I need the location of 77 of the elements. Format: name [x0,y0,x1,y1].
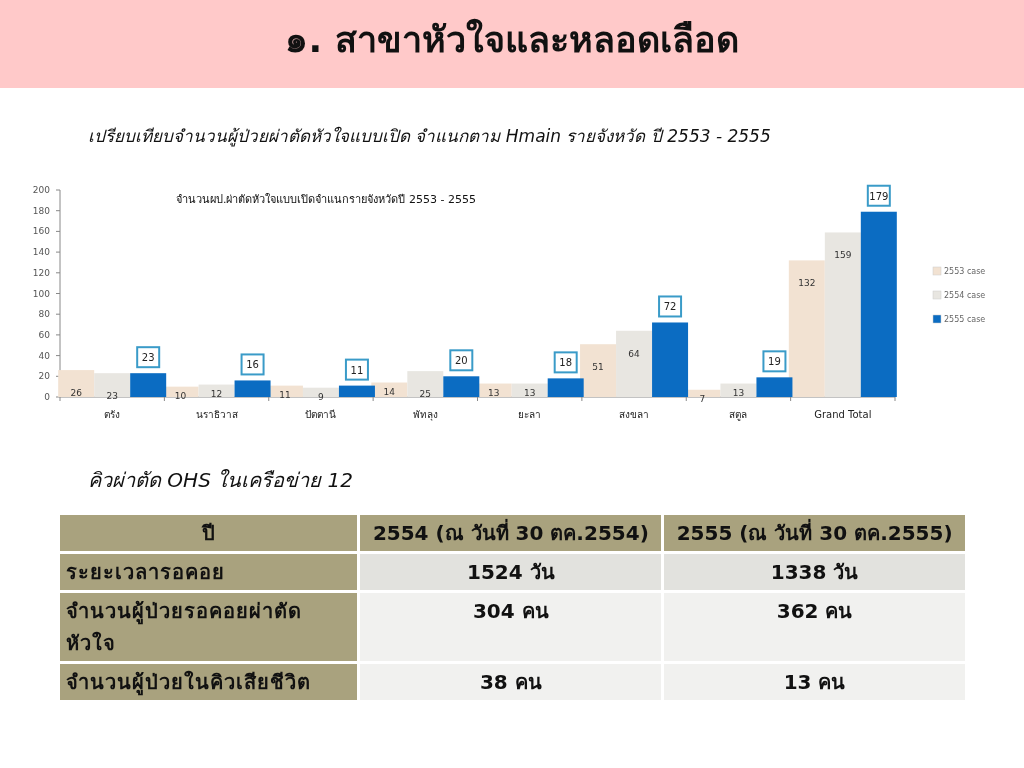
text: 1338 วัน [662,552,967,592]
x-tick-label: ตรัง [104,409,121,420]
data-label: 10 [174,390,187,401]
text: 1524 วัน [358,552,663,592]
x-tick-label: สงขลา [619,409,650,420]
text: ๑. สาขาหัวใจและหลอดเลือด [284,17,740,62]
data-label: 23 [106,391,118,402]
bar [652,322,689,397]
x-tick-label: พัทลุง [412,409,438,421]
data-label: 23 [141,352,155,364]
text: คิวผ่าตัด OHS ในเครือข่าย 12 [88,467,353,494]
text: จำนวนผู้ป่วยรอคอยผ่าตัดหัวใจ [58,591,359,663]
y-tick-label: 160 [32,226,51,237]
x-tick-label: Grand Total [814,409,872,420]
data-label: 13 [732,387,745,398]
bar [338,385,375,397]
text: ปี [58,513,359,553]
bar [756,377,793,397]
data-label: 72 [663,301,677,313]
y-tick-label: 80 [38,309,51,320]
bar [860,211,897,397]
y-tick-label: 60 [38,329,51,340]
data-label: 132 [798,278,816,289]
x-tick-label: ยะลา [518,409,542,420]
legend-label: 2555 case [944,315,986,324]
data-label: 51 [592,362,604,373]
chart-subtitle: เปรียบเทียบจำนวนผู้ป่วยผ่าตัดหัวใจแบบเปิด จำแนกตาม Hmain รายจังหวัด ปี 2553 - 2555 [88,126,771,147]
y-tick-label: 100 [32,288,51,299]
y-tick-label: 40 [38,350,51,361]
data-label: 7 [699,393,706,404]
data-label: 11 [350,364,364,376]
y-tick-label: 200 [32,185,51,195]
x-tick-label: สตูล [729,409,748,421]
bar [407,371,444,397]
data-label: 13 [487,387,500,398]
data-label: 20 [454,355,468,367]
bar [616,330,653,397]
bar [130,373,167,397]
bar [443,376,480,397]
data-label: 26 [70,388,83,399]
x-tick-label: ปัตตานี [305,409,337,420]
data-label: 9 [318,391,325,402]
y-tick-label: 140 [32,247,51,258]
data-label: 179 [869,190,889,202]
data-label: 19 [768,356,781,368]
text: จำนวนผู้ป่วยในคิวเสียชีวิต [58,662,359,702]
data-label: 18 [559,357,573,369]
bar [94,373,131,397]
chart-title: จำนวนผป.ผ่าตัดหัวใจแบบเปิดจำแนกรายจังหวัดปี 2553 - 2555 [176,193,476,206]
data-label: 14 [383,386,396,397]
data-label: 13 [523,387,536,398]
bar [58,370,95,397]
text: 2555 (ณ วันที่ 30 ตค.2555) [662,513,967,553]
data-label: 159 [834,250,852,261]
text: ระยะเวลารอคอย [58,552,359,592]
data-label: 11 [279,389,291,400]
text: 13 คน [662,662,967,702]
data-label: 16 [246,359,259,371]
legend-label: 2553 case [944,267,986,276]
y-tick-label: 180 [32,205,51,216]
bar [234,380,271,397]
bar [824,232,861,397]
x-tick-label: นราธิวาส [195,409,238,420]
data-label: 25 [419,389,432,400]
data-label: 64 [628,348,641,359]
y-tick-label: 120 [32,267,51,278]
text: 2554 (ณ วันที่ 30 ตค.2554) [358,513,663,553]
bar [580,344,617,397]
data-label: 12 [210,388,223,399]
bar [547,378,584,397]
text: 362 คน [662,591,967,663]
text: 38 คน [358,662,663,702]
text: 304 คน [358,591,663,663]
y-tick-label: 0 [44,392,51,402]
y-tick-label: 20 [38,371,51,382]
legend-label: 2554 case [944,291,986,300]
bar [788,260,825,397]
